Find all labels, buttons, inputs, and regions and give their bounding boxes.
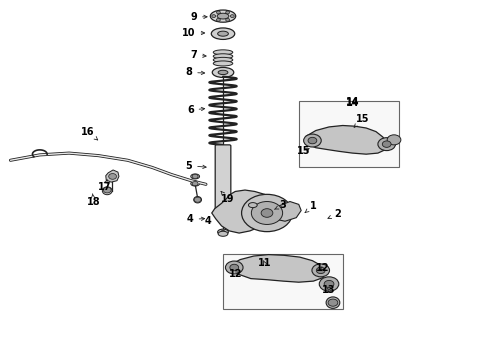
Ellipse shape <box>191 181 199 186</box>
Ellipse shape <box>326 297 340 309</box>
Ellipse shape <box>218 231 228 236</box>
Polygon shape <box>229 255 326 282</box>
Text: 10: 10 <box>182 28 205 38</box>
Circle shape <box>109 174 117 179</box>
Ellipse shape <box>218 70 228 75</box>
Text: 14: 14 <box>346 98 359 108</box>
Text: 5: 5 <box>185 161 206 171</box>
Ellipse shape <box>211 28 235 40</box>
Bar <box>299 101 399 167</box>
Text: 15: 15 <box>354 114 369 127</box>
Ellipse shape <box>213 50 233 55</box>
Circle shape <box>319 277 339 291</box>
Ellipse shape <box>212 67 234 77</box>
Circle shape <box>312 264 330 277</box>
Text: 4: 4 <box>187 215 205 224</box>
Ellipse shape <box>194 197 201 203</box>
Circle shape <box>225 261 243 274</box>
Circle shape <box>192 174 198 179</box>
Circle shape <box>230 264 239 271</box>
Text: 8: 8 <box>185 67 205 77</box>
Circle shape <box>230 15 234 18</box>
Circle shape <box>382 141 391 147</box>
Circle shape <box>378 138 395 150</box>
Circle shape <box>103 187 111 193</box>
Circle shape <box>317 267 325 274</box>
Text: 12: 12 <box>228 269 242 279</box>
Text: 12: 12 <box>317 263 330 273</box>
Text: 9: 9 <box>190 12 207 22</box>
Text: 11: 11 <box>258 258 271 268</box>
Text: 13: 13 <box>322 285 336 296</box>
Circle shape <box>261 209 273 217</box>
Ellipse shape <box>217 13 229 19</box>
Circle shape <box>192 181 198 186</box>
Ellipse shape <box>220 230 225 233</box>
Text: 3: 3 <box>274 200 287 210</box>
Ellipse shape <box>213 61 233 66</box>
Polygon shape <box>106 170 119 182</box>
Text: 1: 1 <box>305 201 317 213</box>
Text: 15: 15 <box>297 146 310 156</box>
Text: 2: 2 <box>328 209 341 219</box>
Ellipse shape <box>218 31 228 36</box>
Text: 7: 7 <box>190 50 206 60</box>
Ellipse shape <box>210 10 236 22</box>
Circle shape <box>194 197 201 202</box>
Circle shape <box>308 137 317 144</box>
Polygon shape <box>306 126 388 154</box>
Circle shape <box>324 280 334 288</box>
Ellipse shape <box>218 229 228 235</box>
Circle shape <box>304 134 321 147</box>
FancyBboxPatch shape <box>215 145 231 210</box>
Circle shape <box>217 18 221 21</box>
Ellipse shape <box>102 187 112 195</box>
Ellipse shape <box>213 57 233 62</box>
Circle shape <box>328 299 338 306</box>
Text: 6: 6 <box>187 105 205 115</box>
Text: 19: 19 <box>221 192 235 204</box>
Circle shape <box>226 11 230 14</box>
Ellipse shape <box>248 203 257 208</box>
Text: 17: 17 <box>98 179 111 192</box>
Circle shape <box>217 11 221 14</box>
Text: 18: 18 <box>87 194 100 207</box>
Polygon shape <box>212 190 274 233</box>
Circle shape <box>212 15 216 18</box>
Ellipse shape <box>191 174 199 179</box>
Ellipse shape <box>213 54 233 59</box>
Circle shape <box>387 135 401 145</box>
Circle shape <box>242 194 293 231</box>
Circle shape <box>226 18 230 21</box>
Text: 14: 14 <box>346 97 359 107</box>
Circle shape <box>251 202 283 225</box>
Bar <box>223 253 343 309</box>
Text: 4: 4 <box>205 216 212 225</box>
Text: 16: 16 <box>81 127 98 140</box>
Polygon shape <box>273 202 301 221</box>
